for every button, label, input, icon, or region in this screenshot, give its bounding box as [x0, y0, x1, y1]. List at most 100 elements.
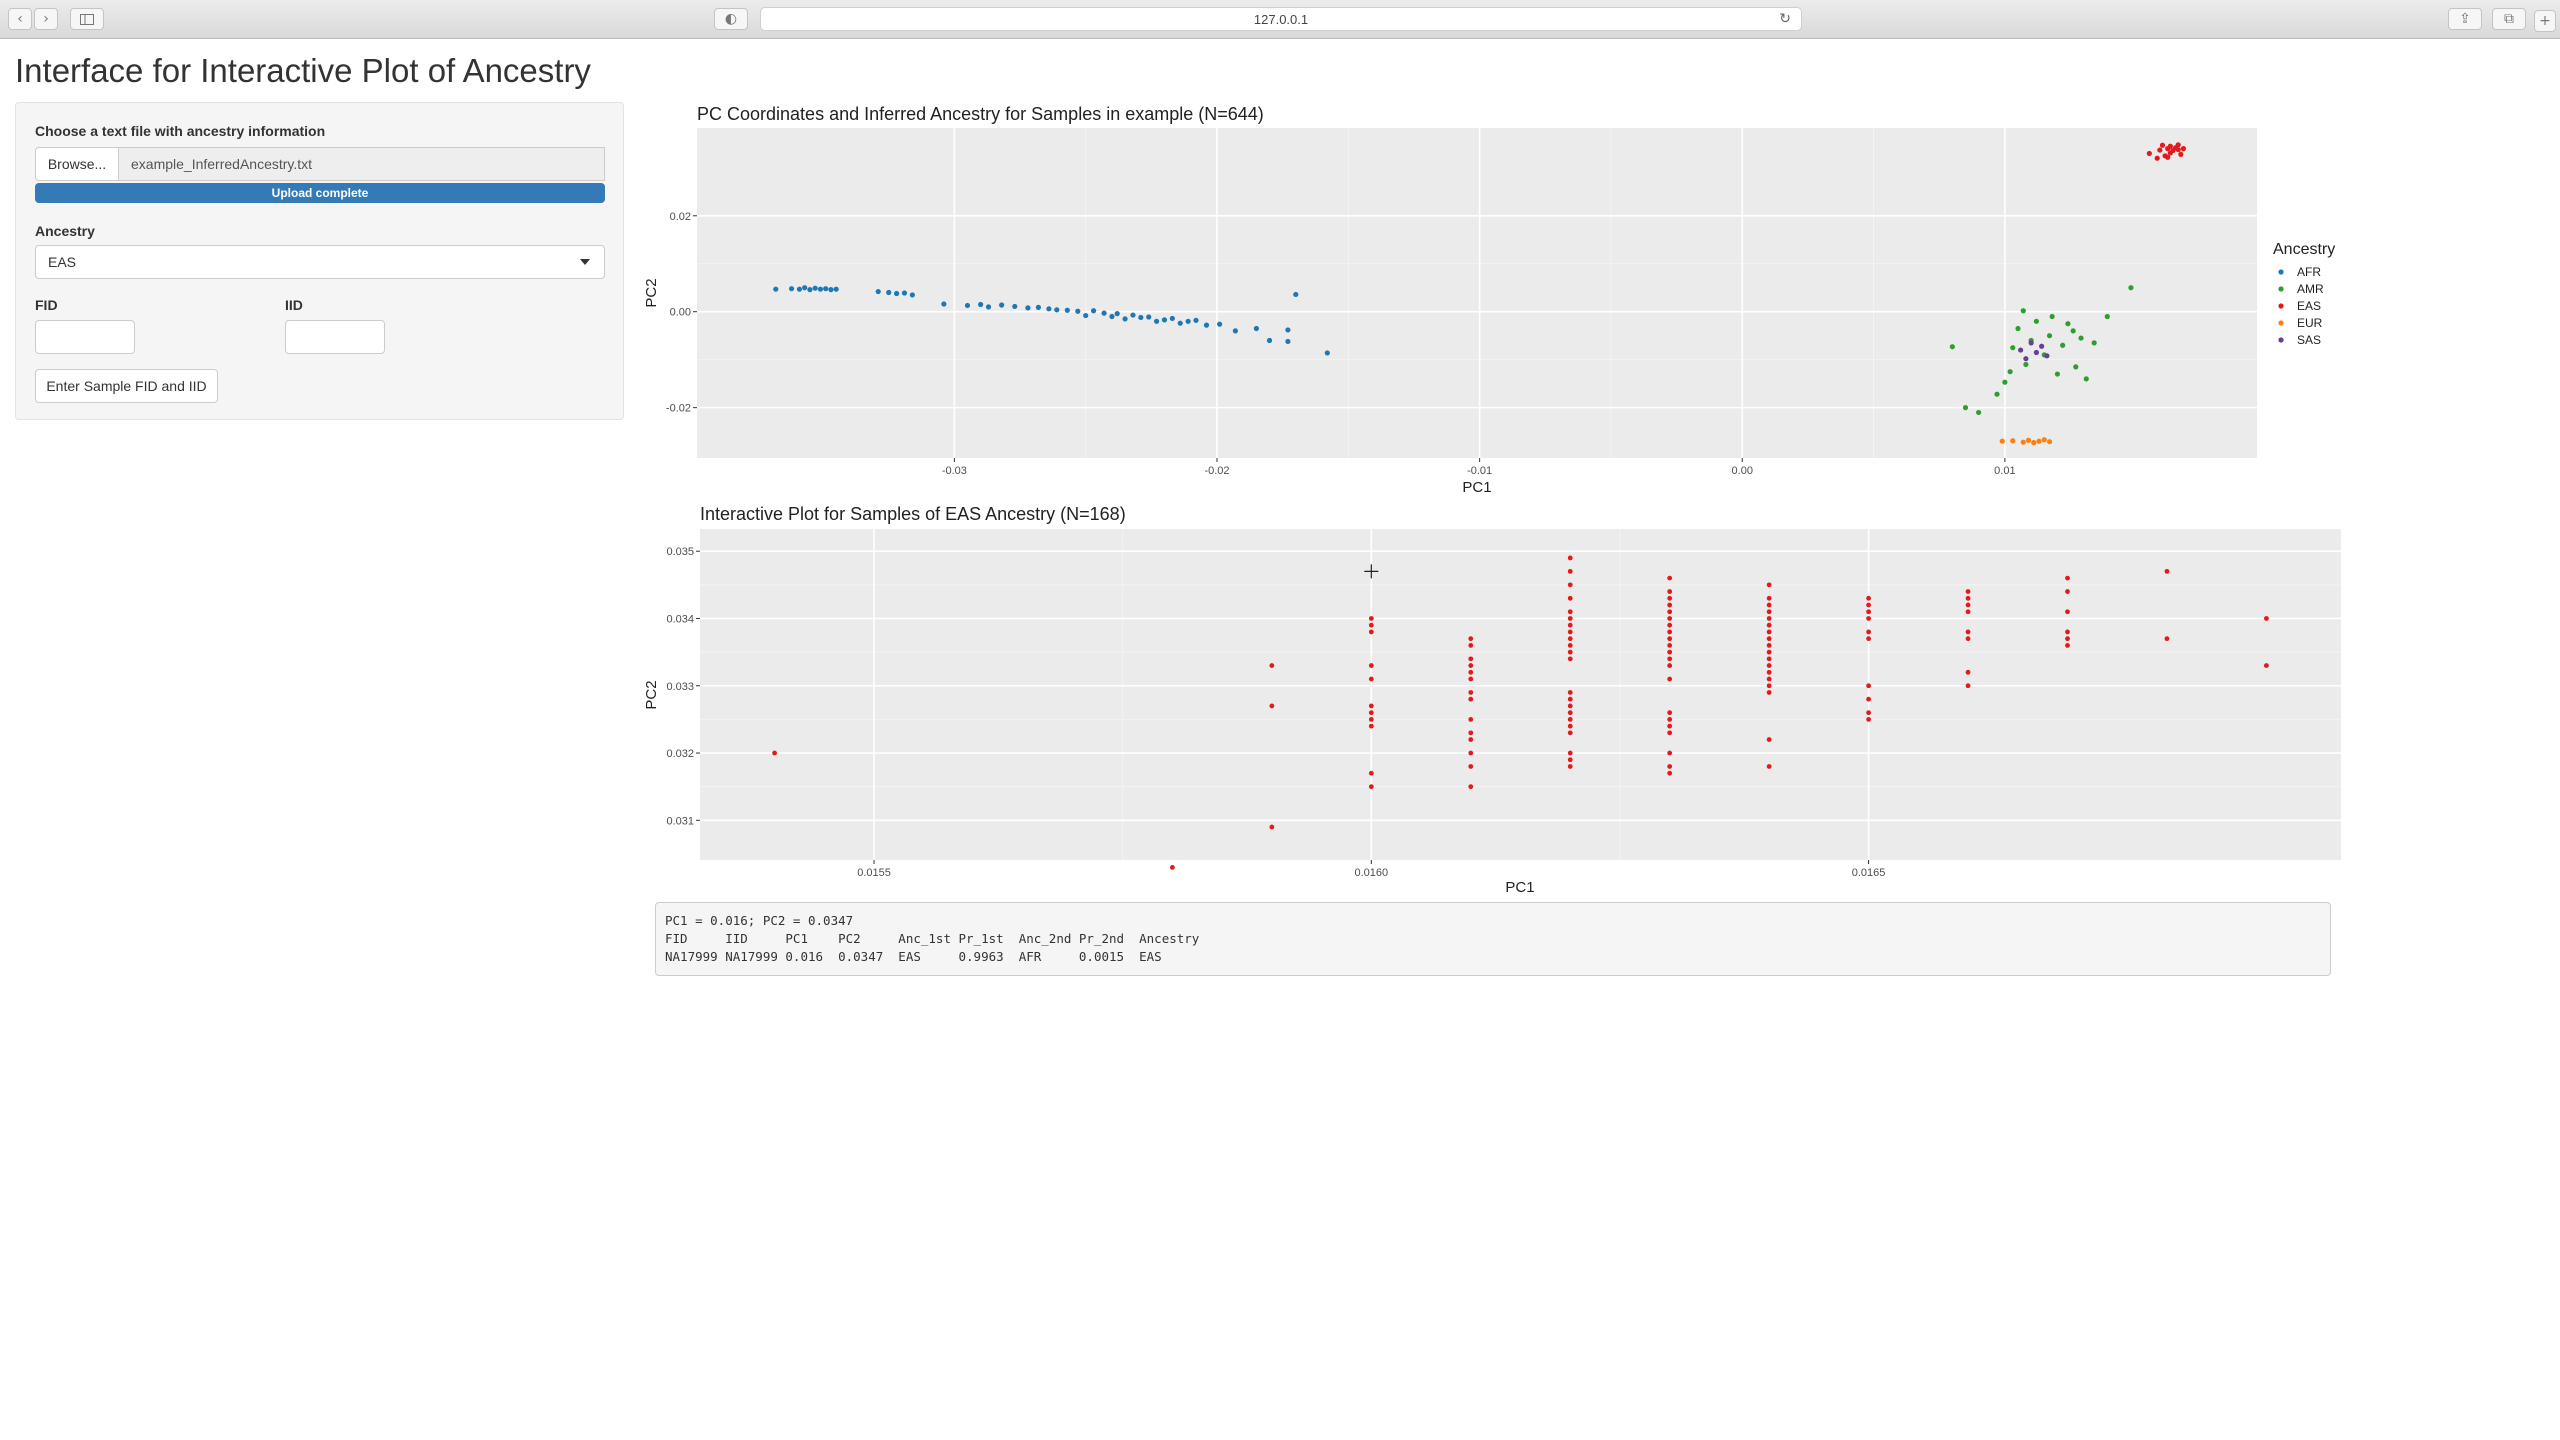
point-eas[interactable]	[1368, 622, 1374, 628]
point-eas[interactable]	[1766, 636, 1772, 642]
file-name-field[interactable]: example_InferredAncestry.txt	[119, 147, 605, 181]
point-eas[interactable]	[1667, 723, 1673, 729]
point-eas[interactable]	[1667, 663, 1673, 668]
point-eas[interactable]	[1567, 582, 1573, 588]
share-icon[interactable]: ⇪	[2448, 8, 2482, 30]
point-eas[interactable]	[1766, 690, 1772, 695]
point-eas[interactable]	[1667, 642, 1673, 648]
point-eas[interactable]	[1567, 656, 1573, 662]
point-eas[interactable]	[1468, 663, 1474, 668]
point-eas[interactable]	[1567, 636, 1573, 642]
point-eas[interactable]	[1567, 622, 1573, 628]
forward-icon[interactable]: ›	[34, 8, 58, 30]
point-eas[interactable]	[1368, 616, 1374, 621]
point-eas[interactable]	[1766, 629, 1772, 635]
point-eas[interactable]	[1766, 642, 1772, 648]
ancestry-select[interactable]: EAS	[35, 245, 605, 279]
point-eas[interactable]	[1567, 629, 1573, 635]
shield-icon[interactable]: ◐	[714, 8, 748, 30]
point-eas[interactable]	[1567, 555, 1573, 561]
point-eas[interactable]	[1368, 663, 1374, 668]
point-eas[interactable]	[1766, 616, 1772, 621]
point-eas[interactable]	[2065, 589, 2070, 594]
point-eas[interactable]	[1667, 616, 1673, 621]
point-eas[interactable]	[1766, 663, 1772, 668]
point-eas[interactable]	[1766, 622, 1772, 628]
point-eas[interactable]	[1766, 656, 1772, 662]
point-eas[interactable]	[1468, 750, 1474, 756]
address-bar[interactable]: 127.0.0.1 ↻	[760, 7, 1802, 31]
point-eas[interactable]	[1766, 683, 1772, 689]
point-eas[interactable]	[1667, 770, 1673, 776]
tabs-icon[interactable]: ⧉	[2492, 8, 2526, 30]
point-eas[interactable]	[1766, 676, 1772, 682]
point-eas[interactable]	[1667, 609, 1673, 615]
point-eas[interactable]	[2264, 663, 2269, 668]
point-eas[interactable]	[1170, 865, 1175, 870]
point-eas[interactable]	[1567, 696, 1573, 702]
point-eas[interactable]	[1468, 784, 1474, 790]
point-eas[interactable]	[1866, 696, 1871, 702]
point-eas[interactable]	[1965, 595, 1971, 601]
point-eas[interactable]	[1567, 730, 1573, 736]
point-eas[interactable]	[1468, 764, 1474, 769]
point-eas[interactable]	[1567, 642, 1573, 648]
point-eas[interactable]	[2065, 609, 2070, 615]
point-eas[interactable]	[1866, 629, 1871, 635]
point-eas[interactable]	[1567, 750, 1573, 756]
point-eas[interactable]	[1866, 609, 1871, 615]
point-eas[interactable]	[1368, 710, 1374, 716]
point-eas[interactable]	[1965, 589, 1971, 594]
point-eas[interactable]	[1368, 676, 1374, 682]
new-tab-icon[interactable]: +	[2534, 10, 2556, 32]
point-eas[interactable]	[2065, 575, 2070, 581]
point-eas[interactable]	[1667, 676, 1673, 682]
point-eas[interactable]	[1468, 636, 1474, 642]
point-eas[interactable]	[1567, 690, 1573, 695]
point-eas[interactable]	[1468, 676, 1474, 682]
point-eas[interactable]	[1667, 730, 1673, 736]
point-eas[interactable]	[1667, 764, 1673, 769]
point-eas[interactable]	[1567, 609, 1573, 615]
back-icon[interactable]: ‹	[8, 8, 32, 30]
point-eas[interactable]	[772, 750, 777, 756]
point-eas[interactable]	[1667, 575, 1673, 581]
point-eas[interactable]	[1567, 716, 1573, 722]
point-eas[interactable]	[1468, 690, 1474, 695]
point-eas[interactable]	[1567, 764, 1573, 769]
point-eas[interactable]	[1965, 629, 1971, 635]
point-eas[interactable]	[1866, 683, 1871, 689]
point-eas[interactable]	[1965, 683, 1971, 689]
point-eas[interactable]	[1468, 716, 1474, 722]
point-eas[interactable]	[1667, 710, 1673, 716]
point-eas[interactable]	[1766, 602, 1772, 608]
point-eas[interactable]	[2264, 616, 2269, 621]
reload-icon[interactable]: ↻	[1779, 11, 1791, 27]
point-eas[interactable]	[1368, 770, 1374, 776]
point-eas[interactable]	[1766, 669, 1772, 675]
browse-button[interactable]: Browse...	[35, 147, 119, 181]
point-eas[interactable]	[1866, 710, 1871, 716]
point-eas[interactable]	[1368, 703, 1374, 709]
point-eas[interactable]	[1269, 824, 1275, 830]
point-eas[interactable]	[1667, 750, 1673, 756]
point-eas[interactable]	[1368, 716, 1374, 722]
point-eas[interactable]	[2065, 642, 2070, 648]
point-eas[interactable]	[1766, 609, 1772, 615]
point-eas[interactable]	[1468, 696, 1474, 702]
point-eas[interactable]	[1269, 663, 1275, 668]
point-eas[interactable]	[2065, 629, 2070, 635]
point-eas[interactable]	[1567, 649, 1573, 655]
point-eas[interactable]	[1667, 629, 1673, 635]
point-eas[interactable]	[1766, 737, 1772, 742]
point-eas[interactable]	[1766, 582, 1772, 588]
point-eas[interactable]	[1866, 616, 1871, 621]
point-eas[interactable]	[1567, 710, 1573, 716]
point-eas[interactable]	[1667, 656, 1673, 662]
point-eas[interactable]	[1368, 784, 1374, 790]
point-eas[interactable]	[1965, 602, 1971, 608]
point-eas[interactable]	[1667, 649, 1673, 655]
point-eas[interactable]	[1667, 595, 1673, 601]
point-eas[interactable]	[1368, 723, 1374, 729]
enter-sample-button[interactable]: Enter Sample FID and IID	[35, 369, 218, 403]
